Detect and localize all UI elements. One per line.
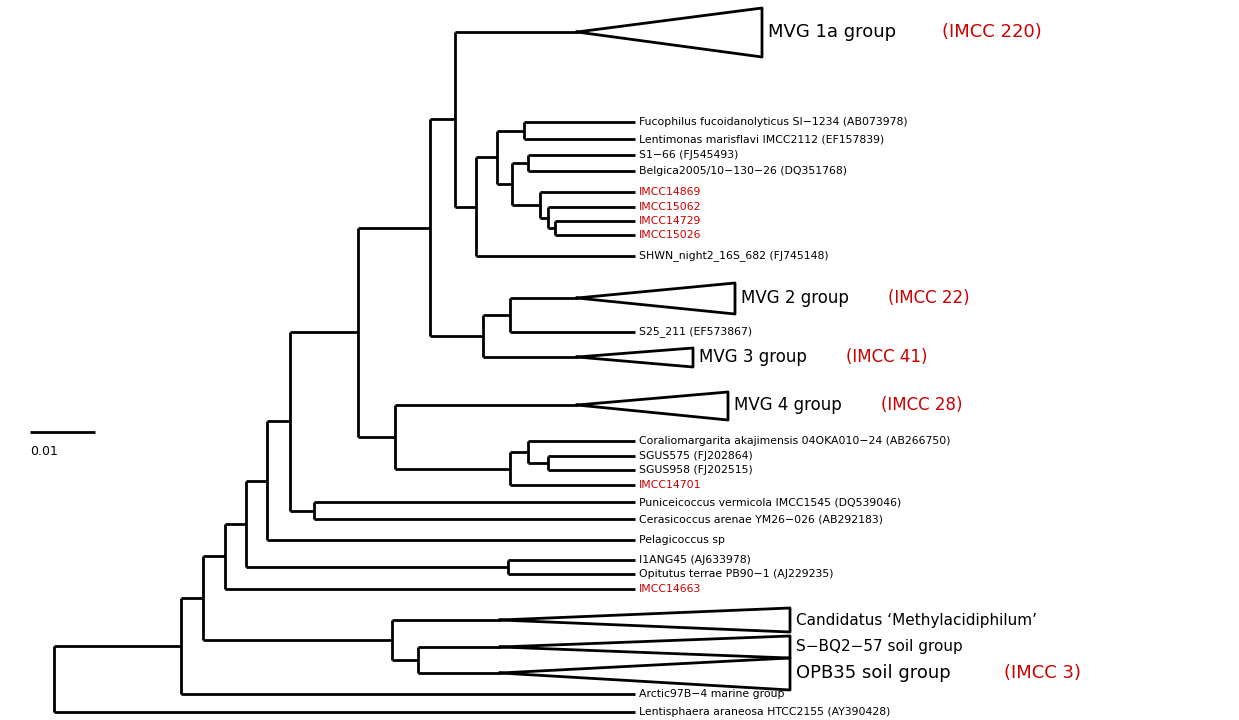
Text: Cerasicoccus arenae YM26−026 (AB292183): Cerasicoccus arenae YM26−026 (AB292183) (639, 514, 883, 524)
Text: S25_211 (EF573867): S25_211 (EF573867) (639, 327, 752, 338)
Text: (IMCC 220): (IMCC 220) (942, 23, 1042, 41)
Text: SHWN_night2_16S_682 (FJ745148): SHWN_night2_16S_682 (FJ745148) (639, 251, 829, 261)
Text: MVG 4 group: MVG 4 group (733, 396, 847, 414)
Text: Candidatus ‘Methylacidiphilum’: Candidatus ‘Methylacidiphilum’ (795, 613, 1037, 628)
Text: (IMCC 22): (IMCC 22) (888, 289, 970, 307)
Text: IMCC14869: IMCC14869 (639, 187, 701, 197)
Text: Lentisphaera araneosa HTCC2155 (AY390428): Lentisphaera araneosa HTCC2155 (AY390428… (639, 707, 891, 717)
Text: IMCC14729: IMCC14729 (639, 216, 701, 226)
Text: IMCC14701: IMCC14701 (639, 480, 701, 490)
Text: Lentimonas marisflavi IMCC2112 (EF157839): Lentimonas marisflavi IMCC2112 (EF157839… (639, 134, 885, 144)
Text: (IMCC 3): (IMCC 3) (1004, 664, 1082, 682)
Text: IMCC15026: IMCC15026 (639, 230, 701, 240)
Text: Fucophilus fucoidanolyticus SI−1234 (AB073978): Fucophilus fucoidanolyticus SI−1234 (AB0… (639, 117, 908, 127)
Text: SGUS958 (FJ202515): SGUS958 (FJ202515) (639, 465, 753, 475)
Text: MVG 3 group: MVG 3 group (699, 348, 812, 366)
Text: OPB35 soil group: OPB35 soil group (795, 664, 957, 682)
Text: (IMCC 28): (IMCC 28) (881, 396, 963, 414)
Text: Belgica2005/10−130−26 (DQ351768): Belgica2005/10−130−26 (DQ351768) (639, 166, 847, 176)
Text: Coraliomargarita akajimensis 04OKA010−24 (AB266750): Coraliomargarita akajimensis 04OKA010−24… (639, 436, 950, 446)
Text: Arctic97B−4 marine group: Arctic97B−4 marine group (639, 689, 784, 699)
Text: I1ANG45 (AJ633978): I1ANG45 (AJ633978) (639, 555, 751, 565)
Text: 0.01: 0.01 (30, 445, 58, 458)
Text: Opitutus terrae PB90−1 (AJ229235): Opitutus terrae PB90−1 (AJ229235) (639, 569, 834, 579)
Text: (IMCC 41): (IMCC 41) (846, 348, 928, 366)
Text: IMCC14663: IMCC14663 (639, 584, 701, 594)
Text: Puniceicoccus vermicola IMCC1545 (DQ539046): Puniceicoccus vermicola IMCC1545 (DQ5390… (639, 497, 901, 507)
Text: MVG 1a group: MVG 1a group (768, 23, 902, 41)
Text: MVG 2 group: MVG 2 group (741, 289, 854, 307)
Text: S1−66 (FJ545493): S1−66 (FJ545493) (639, 150, 738, 160)
Text: S−BQ2−57 soil group: S−BQ2−57 soil group (795, 639, 963, 654)
Text: SGUS575 (FJ202864): SGUS575 (FJ202864) (639, 451, 753, 461)
Text: Pelagicoccus sp: Pelagicoccus sp (639, 535, 725, 545)
Text: IMCC15062: IMCC15062 (639, 202, 701, 212)
